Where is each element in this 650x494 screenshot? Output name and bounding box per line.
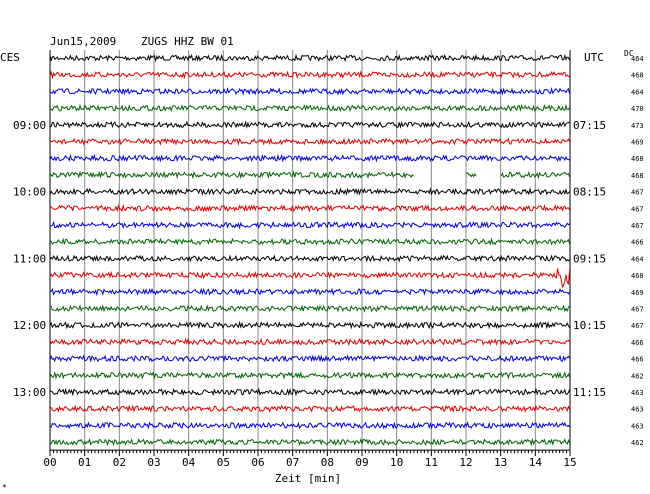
trace-row bbox=[49, 421, 570, 430]
trace-row bbox=[49, 187, 570, 196]
x-tick-label: 11 bbox=[425, 456, 438, 469]
trace-row bbox=[49, 320, 571, 330]
dc-offset-value: 463 bbox=[631, 389, 644, 397]
utc-time-label: 08:15 bbox=[573, 186, 606, 199]
x-tick-label: 03 bbox=[147, 456, 160, 469]
trace-row bbox=[49, 137, 571, 146]
trace-row bbox=[49, 437, 571, 447]
trace-row bbox=[49, 387, 571, 397]
dc-offset-value: 464 bbox=[631, 255, 644, 263]
x-axis: 00 01 02 03 04 05 06 07 08 09 10 11 12 13 14 15 bbox=[43, 449, 577, 469]
dc-offset-value: 462 bbox=[631, 439, 644, 447]
utc-time-label: 10:15 bbox=[573, 319, 606, 332]
x-tick-label: 14 bbox=[529, 456, 543, 469]
trace-row bbox=[49, 220, 570, 230]
trace-row bbox=[49, 170, 571, 180]
dc-offset-value: 467 bbox=[631, 189, 644, 197]
dc-offset-value: 468 bbox=[631, 72, 644, 80]
dc-offset-value: 469 bbox=[631, 289, 644, 297]
x-tick-label: 15 bbox=[563, 456, 576, 469]
dc-offset-value: 467 bbox=[631, 306, 644, 314]
dc-offset-value: 473 bbox=[631, 122, 644, 130]
dc-offset-value: 464 bbox=[631, 55, 644, 63]
trace-row bbox=[49, 103, 571, 113]
left-timezone: CES bbox=[0, 51, 20, 64]
x-tick-label: 12 bbox=[459, 456, 472, 469]
x-tick-label: 07 bbox=[286, 456, 299, 469]
x-tick-label: 00 bbox=[43, 456, 56, 469]
local-time-label: 09:00 bbox=[13, 119, 46, 132]
trace-row bbox=[49, 354, 571, 363]
trace-row bbox=[49, 304, 570, 313]
chart-station: ZUGS HHZ BW 01 bbox=[141, 35, 234, 48]
trace-row bbox=[49, 70, 570, 80]
trace-row bbox=[49, 254, 570, 263]
x-tick-label: 04 bbox=[182, 456, 196, 469]
dc-offset-value: 470 bbox=[631, 105, 644, 113]
dc-offset-header: DC bbox=[624, 49, 634, 58]
utc-time-label: 09:15 bbox=[573, 252, 606, 265]
dc-offset-labels: 464 468 464 470 473 469 468 468 467 467 467 466 464 4… bbox=[631, 55, 644, 447]
x-tick-label: 10 bbox=[390, 456, 403, 469]
x-axis-title: Zeit [min] bbox=[275, 472, 341, 485]
x-tick-label: 01 bbox=[78, 456, 91, 469]
local-time-label: 13:00 bbox=[13, 386, 46, 399]
dc-offset-value: 466 bbox=[631, 356, 644, 364]
local-time-labels: 09:00 10:00 11:00 12:00 13:00 bbox=[13, 119, 46, 399]
dc-offset-value: 463 bbox=[631, 406, 644, 414]
chart-date: Jun15,2009 bbox=[50, 35, 116, 48]
x-tick-label: 13 bbox=[494, 456, 507, 469]
seismic-traces bbox=[49, 53, 571, 447]
trace-row bbox=[49, 287, 571, 297]
trace-row bbox=[49, 404, 571, 413]
dc-offset-value: 463 bbox=[631, 422, 644, 430]
right-timezone: UTC bbox=[584, 51, 604, 64]
local-time-label: 11:00 bbox=[13, 252, 46, 265]
trace-row bbox=[49, 337, 570, 347]
x-tick-label: 06 bbox=[251, 456, 264, 469]
trace-row bbox=[49, 203, 571, 213]
utc-time-label: 07:15 bbox=[573, 119, 606, 132]
dc-offset-value: 467 bbox=[631, 322, 644, 330]
dc-offset-value: 468 bbox=[631, 272, 644, 280]
trace-row bbox=[49, 53, 571, 63]
trace-row bbox=[49, 153, 570, 163]
trace-row bbox=[49, 86, 571, 96]
trace-row bbox=[49, 237, 571, 246]
dc-offset-value: 464 bbox=[631, 88, 644, 96]
x-tick-label: 02 bbox=[113, 456, 126, 469]
dc-offset-value: 468 bbox=[631, 155, 644, 163]
chart-header: Jun15,2009 ZUGS HHZ BW 01 CES UTC DC bbox=[0, 35, 634, 64]
dc-offset-value: 467 bbox=[631, 205, 644, 213]
local-time-label: 12:00 bbox=[13, 319, 46, 332]
dc-offset-value: 469 bbox=[631, 139, 644, 147]
trace-row bbox=[49, 268, 571, 289]
trace-row bbox=[49, 370, 571, 380]
dc-offset-value: 468 bbox=[631, 172, 644, 180]
x-tick-label: 05 bbox=[217, 456, 230, 469]
trace-row bbox=[49, 120, 570, 129]
x-tick-label: 09 bbox=[355, 456, 368, 469]
minute-grid bbox=[49, 50, 571, 451]
dc-offset-value: 466 bbox=[631, 239, 644, 247]
x-tick-label: 08 bbox=[321, 456, 334, 469]
dc-offset-value: 466 bbox=[631, 339, 644, 347]
utc-time-labels: 07:15 08:15 09:15 10:15 11:15 bbox=[573, 119, 606, 399]
corner-mark: * bbox=[2, 483, 7, 492]
dc-offset-value: 467 bbox=[631, 222, 644, 230]
local-time-label: 10:00 bbox=[13, 186, 46, 199]
dc-offset-value: 462 bbox=[631, 372, 644, 380]
utc-time-label: 11:15 bbox=[573, 386, 606, 399]
